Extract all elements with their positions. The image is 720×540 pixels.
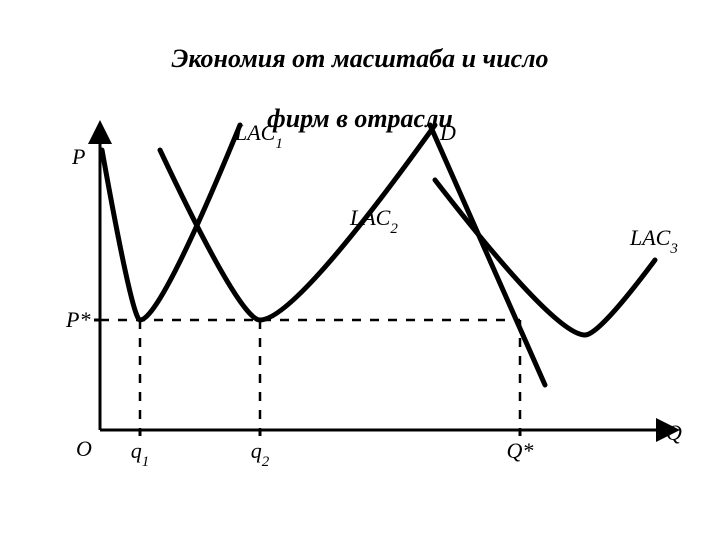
lac1-curve	[102, 125, 240, 320]
title-line1: Экономия от масштаба и число	[171, 44, 548, 73]
q-star-label: Q*	[507, 438, 534, 463]
demand-label: D	[439, 120, 456, 145]
demand-curve	[430, 125, 545, 385]
y-axis-label: P	[71, 144, 85, 169]
p-star-label: P*	[65, 307, 90, 332]
q2-label: q2	[251, 438, 270, 470]
origin-label: O	[76, 436, 92, 461]
economies-of-scale-chart: PQOP*q1q2Q*LAC1LAC2LAC3D	[40, 110, 680, 490]
lac3-label: LAC3	[629, 225, 678, 257]
x-axis-label: Q	[666, 420, 682, 445]
q1-label: q1	[131, 438, 150, 470]
lac3-curve	[435, 180, 655, 335]
lac1-label: LAC1	[234, 120, 283, 152]
